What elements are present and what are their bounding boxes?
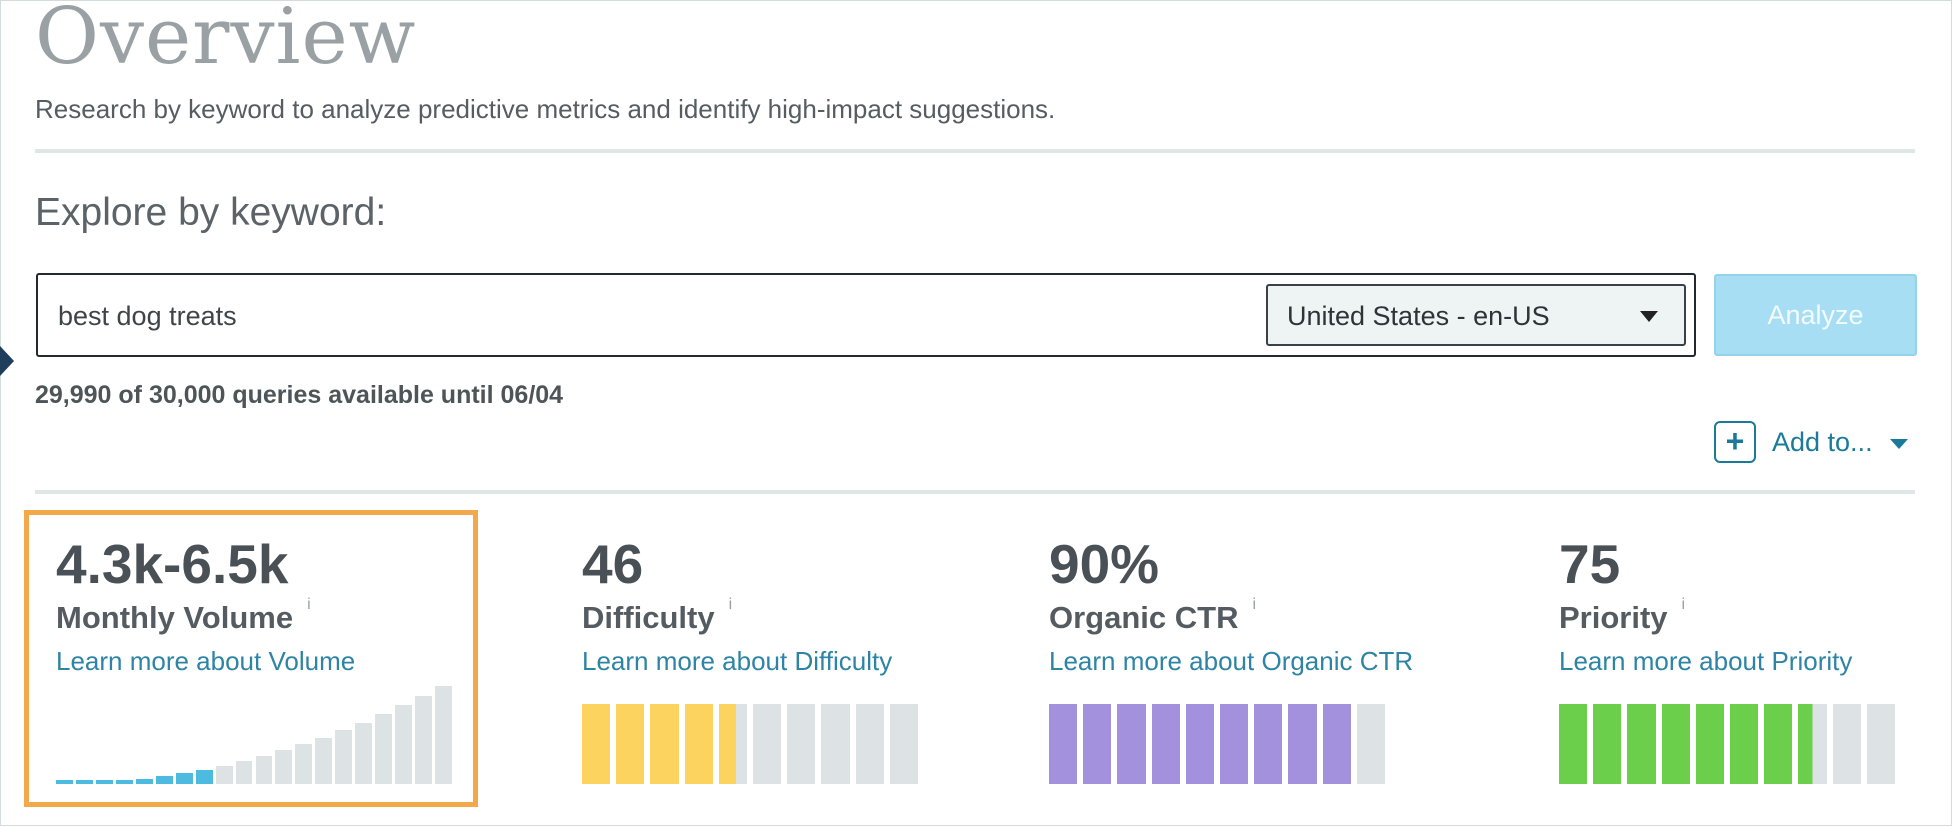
score-segment [787, 704, 816, 784]
score-segment [1220, 704, 1249, 784]
locale-select-label: United States - en-US [1287, 301, 1550, 331]
score-segment [1661, 704, 1690, 784]
score-segment [1866, 704, 1895, 784]
organic-ctr-graph [1049, 704, 1385, 784]
page-subtitle: Research by keyword to analyze predictiv… [35, 94, 1056, 124]
volume-bar [115, 780, 133, 784]
metric-value: 46 [582, 533, 644, 595]
volume-bar [195, 770, 213, 784]
volume-bar [95, 780, 113, 784]
volume-bar [135, 779, 153, 784]
volume-bar [255, 756, 273, 784]
score-segment [1083, 704, 1112, 784]
learn-more-volume-link[interactable]: Learn more about Volume [56, 646, 356, 676]
volume-bar [315, 738, 333, 784]
add-to-label: Add to... [1772, 427, 1873, 457]
metric-label: Organic CTR i [1049, 596, 1256, 636]
score-segment [1798, 704, 1827, 784]
volume-bar [395, 705, 413, 784]
score-segment [753, 704, 782, 784]
score-segment [1254, 704, 1283, 784]
volume-bar [355, 723, 373, 784]
metric-value: 75 [1559, 533, 1621, 595]
metric-label-text: Difficulty [582, 600, 715, 635]
volume-bar [295, 744, 313, 784]
info-icon[interactable]: i [307, 596, 311, 613]
score-segment [1049, 704, 1078, 784]
metric-label-text: Organic CTR [1049, 600, 1239, 635]
volume-graph [56, 686, 452, 784]
volume-bar [215, 766, 233, 784]
add-icon: + [1714, 421, 1756, 463]
volume-bar [335, 730, 353, 784]
score-segment [1185, 704, 1214, 784]
volume-bar [175, 773, 193, 784]
score-segment [1695, 704, 1724, 784]
locale-select[interactable]: United States - en-US [1266, 284, 1686, 346]
score-segment [684, 704, 713, 784]
score-segment [1593, 704, 1622, 784]
score-segment [1322, 704, 1351, 784]
metric-label-text: Monthly Volume [56, 600, 294, 635]
metrics-divider [35, 490, 1915, 494]
volume-bar [235, 761, 253, 784]
query-quota-text: 29,990 of 30,000 queries available until… [35, 381, 564, 409]
score-segment [1288, 704, 1317, 784]
volume-bar [275, 750, 293, 784]
learn-more-priority-link[interactable]: Learn more about Priority [1559, 646, 1853, 676]
analyze-button[interactable]: Analyze [1714, 274, 1917, 356]
score-segment [1627, 704, 1656, 784]
learn-more-difficulty-link[interactable]: Learn more about Difficulty [582, 646, 893, 676]
header-divider [35, 149, 1915, 153]
page-title: Overview [35, 0, 417, 82]
info-icon[interactable]: i [1681, 596, 1686, 613]
explore-heading: Explore by keyword: [35, 191, 387, 234]
score-segment [1559, 704, 1588, 784]
score-segment [1117, 704, 1146, 784]
priority-graph [1559, 704, 1895, 784]
score-segment [1832, 704, 1861, 784]
volume-bar [375, 714, 393, 784]
add-to-button[interactable]: + Add to... [1714, 421, 1934, 469]
volume-bar [75, 780, 93, 784]
difficulty-graph [582, 704, 918, 784]
score-segment [1356, 704, 1385, 784]
chevron-down-icon [1640, 311, 1658, 322]
metric-value: 90% [1049, 533, 1160, 595]
metric-label: Difficulty i [582, 596, 732, 636]
info-icon[interactable]: i [728, 596, 733, 613]
score-segment [889, 704, 918, 784]
score-segment [616, 704, 645, 784]
metric-label-text: Priority [1559, 600, 1668, 635]
volume-highlight-box [24, 510, 478, 807]
score-segment [1730, 704, 1759, 784]
info-icon[interactable]: i [1252, 596, 1257, 613]
score-segment [1764, 704, 1793, 784]
volume-bar [56, 780, 73, 784]
volume-bar [415, 696, 433, 784]
score-segment [718, 704, 747, 784]
score-segment [650, 704, 679, 784]
score-segment [855, 704, 884, 784]
volume-bar [435, 686, 452, 784]
metric-value: 4.3k-6.5k [56, 533, 289, 595]
score-segment [1151, 704, 1180, 784]
side-panel-arrow-icon[interactable] [0, 346, 14, 376]
metric-label: Monthly Volume i [56, 596, 311, 636]
keyword-search-box: United States - en-US [36, 273, 1696, 357]
score-segment [582, 704, 611, 784]
keyword-input[interactable] [56, 289, 960, 343]
add-to-chevron-down-icon [1890, 439, 1908, 449]
score-segment [821, 704, 850, 784]
volume-bar [155, 776, 173, 784]
learn-more-organic-ctr-link[interactable]: Learn more about Organic CTR [1049, 646, 1414, 676]
metric-label: Priority i [1559, 596, 1685, 636]
